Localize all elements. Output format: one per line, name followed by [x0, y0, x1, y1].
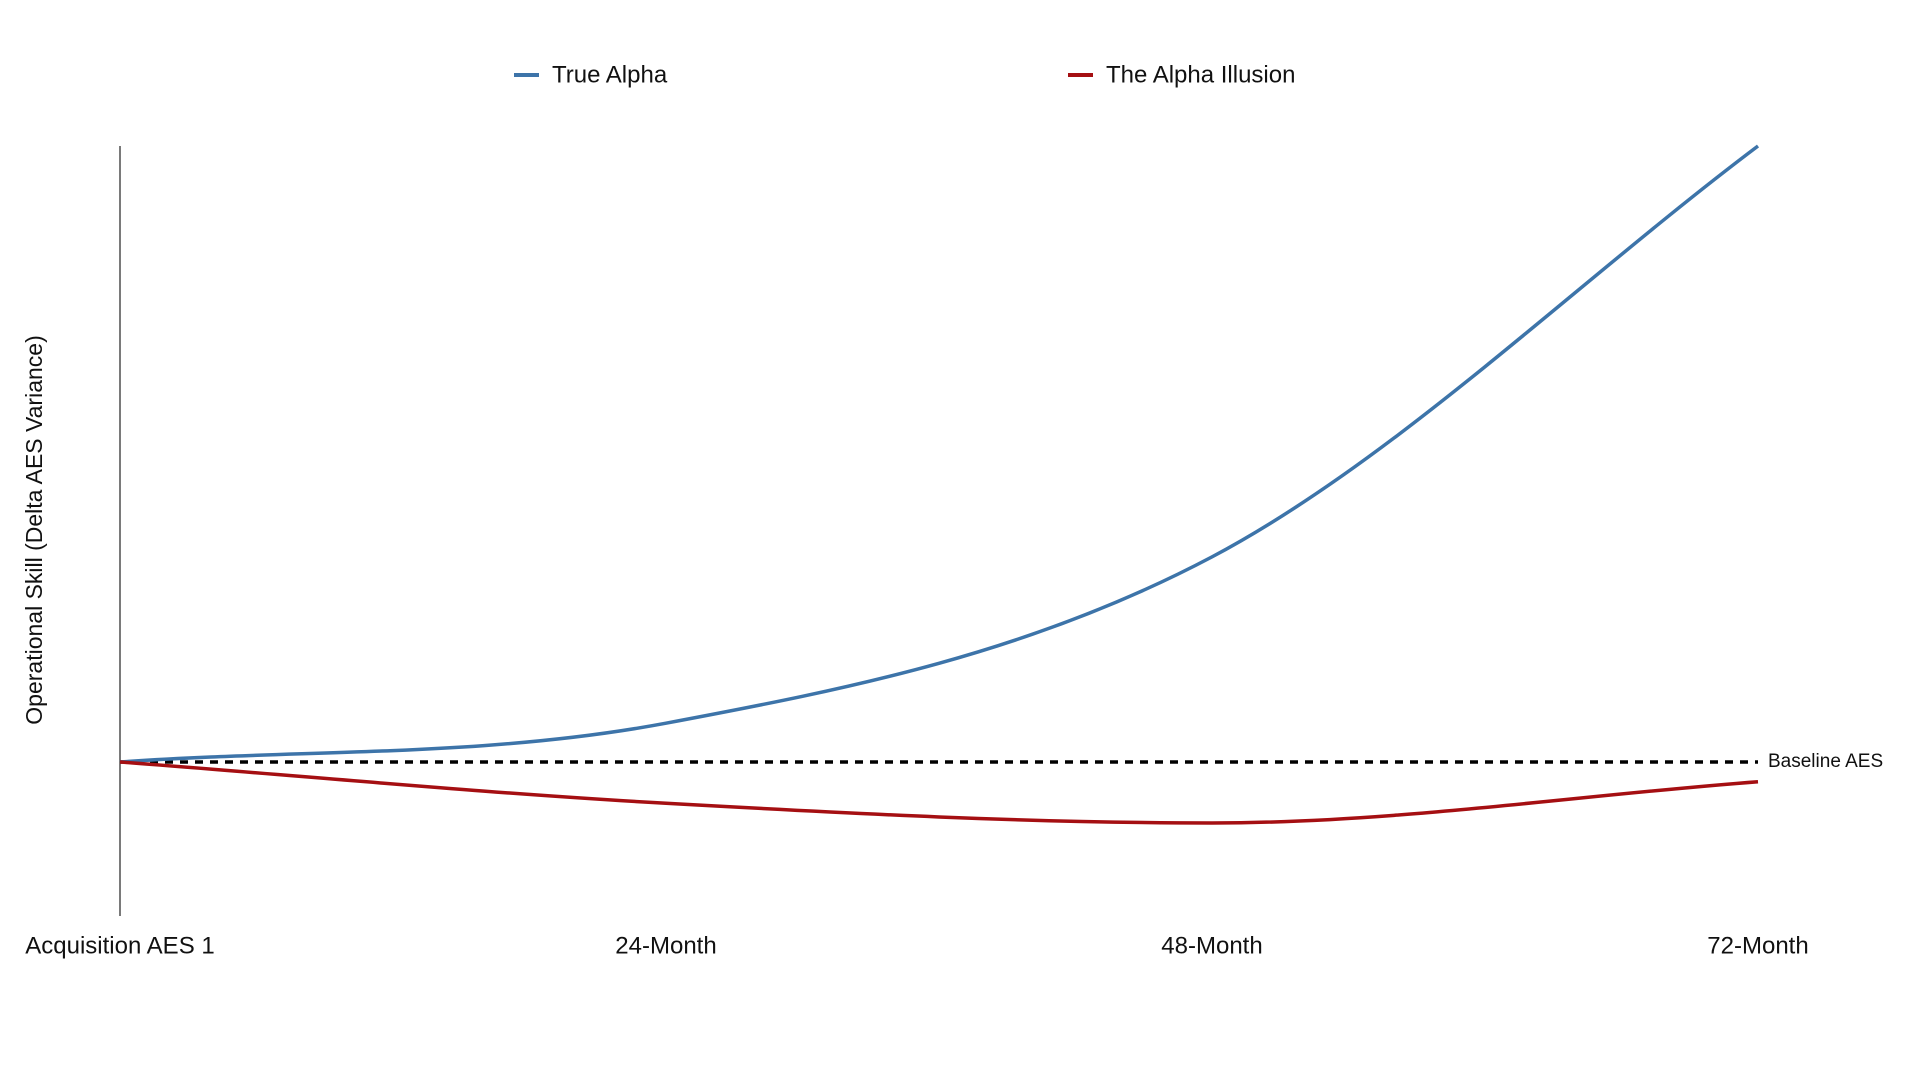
x-tick-label: 24-Month: [615, 932, 716, 959]
line-series: [119, 144, 1760, 764]
y-axis-label: Operational Skill (Delta AES Variance): [21, 335, 47, 724]
x-tick-label: 48-Month: [1161, 932, 1262, 959]
baseline-label: Baseline AES: [1768, 751, 1883, 772]
x-tick-label: 72-Month: [1707, 932, 1808, 959]
legend-label: The Alpha Illusion: [1106, 61, 1295, 88]
legend-label: True Alpha: [552, 61, 668, 88]
x-tick-label: Acquisition AES 1: [25, 932, 214, 959]
line-series: [119, 760, 1759, 825]
